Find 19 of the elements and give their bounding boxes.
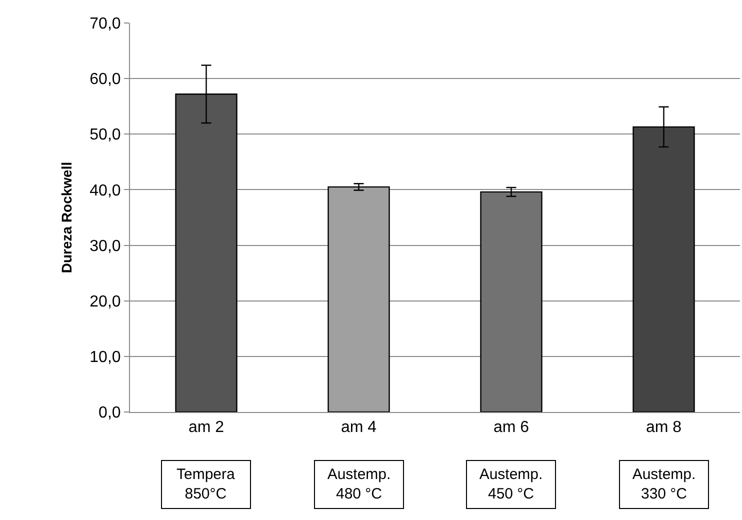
y-tick-label: 40,0 [90,182,121,200]
bar [328,186,390,412]
x-tick-label: am 2 [188,419,224,436]
y-tick-label: 20,0 [90,293,121,310]
y-tick-label: 70,0 [90,16,121,33]
y-tick-label: 0,0 [98,404,121,422]
y-tick-label: 60,0 [90,71,121,88]
x-tick-label: am 8 [646,419,682,436]
text: Tempera 850°C [176,466,236,502]
x-tick-label: am 6 [493,419,530,436]
y-tick-label: 30,0 [90,238,121,255]
y-axis-title: Dureza Rockwell [58,162,74,274]
y-tick-label: 50,0 [90,126,121,144]
y-tick-label: 10,0 [90,349,121,366]
text: Austemp. 330 °C [632,466,696,502]
x-tick-label: am 4 [340,419,377,436]
bar [480,191,542,412]
text: Austemp. 480 °C [327,466,391,502]
text: Austemp. 450 °C [479,466,543,502]
